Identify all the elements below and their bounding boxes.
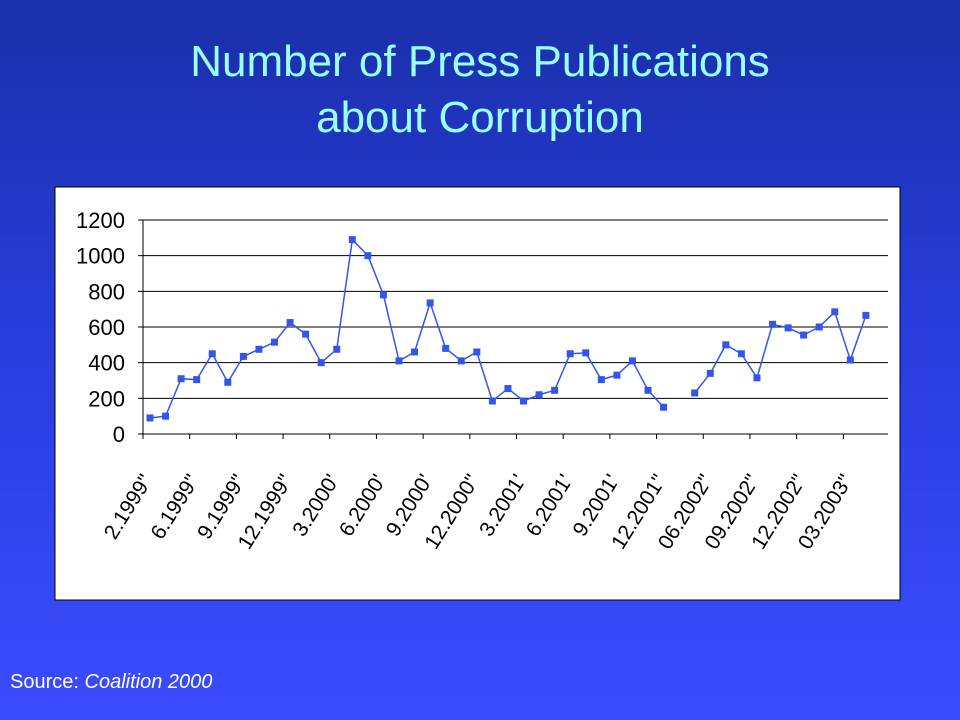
y-tick-label: 600 xyxy=(88,315,125,340)
title-line: about Corruption xyxy=(316,93,644,142)
data-point xyxy=(566,350,574,358)
data-point xyxy=(597,376,605,384)
data-point xyxy=(411,348,419,356)
data-point xyxy=(333,345,341,353)
data-point xyxy=(753,374,761,382)
data-point xyxy=(769,320,777,328)
source-label: Source: xyxy=(10,671,79,693)
title-line: Number of Press Publications xyxy=(190,37,770,86)
data-point xyxy=(520,397,528,405)
data-point xyxy=(722,341,730,349)
data-point xyxy=(660,403,668,411)
data-point xyxy=(177,375,185,383)
y-tick-label: 0 xyxy=(113,422,125,447)
data-point xyxy=(364,252,372,260)
data-point xyxy=(551,386,559,394)
data-point xyxy=(613,371,621,379)
data-point xyxy=(302,330,310,338)
data-point xyxy=(691,389,699,397)
data-point xyxy=(317,359,325,367)
slide-title: Number of Press Publications about Corru… xyxy=(0,34,960,146)
data-point xyxy=(193,376,201,384)
data-point xyxy=(488,397,496,405)
data-point xyxy=(286,319,294,327)
source: Source: Coalition 2000 xyxy=(10,671,212,694)
data-point xyxy=(784,324,792,332)
data-point xyxy=(162,412,170,420)
source-name: Coalition 2000 xyxy=(84,671,213,693)
y-tick-label: 1000 xyxy=(76,244,125,269)
data-point xyxy=(473,348,481,356)
data-point xyxy=(442,344,450,352)
data-point xyxy=(395,357,403,365)
data-point xyxy=(271,338,279,346)
data-point xyxy=(815,323,823,331)
data-point xyxy=(504,385,512,393)
y-tick-label: 1200 xyxy=(76,208,125,233)
y-tick-label: 400 xyxy=(88,351,125,376)
data-point xyxy=(146,414,154,422)
data-point xyxy=(457,357,465,365)
data-point xyxy=(862,311,870,319)
data-point xyxy=(644,386,652,394)
data-point xyxy=(582,349,590,357)
data-point xyxy=(208,350,216,358)
data-point xyxy=(831,308,839,316)
data-point xyxy=(535,391,543,399)
data-point xyxy=(379,291,387,299)
data-point xyxy=(239,352,247,360)
data-line xyxy=(149,237,867,419)
data-point xyxy=(348,236,356,244)
data-point xyxy=(628,357,636,365)
data-point xyxy=(224,378,232,386)
data-point xyxy=(846,356,854,364)
data-point xyxy=(426,299,434,307)
y-tick-label: 200 xyxy=(88,386,125,411)
data-point xyxy=(706,369,714,377)
data-point xyxy=(800,331,808,339)
data-point xyxy=(737,350,745,358)
data-point xyxy=(255,345,263,353)
y-tick-label: 800 xyxy=(88,279,125,304)
